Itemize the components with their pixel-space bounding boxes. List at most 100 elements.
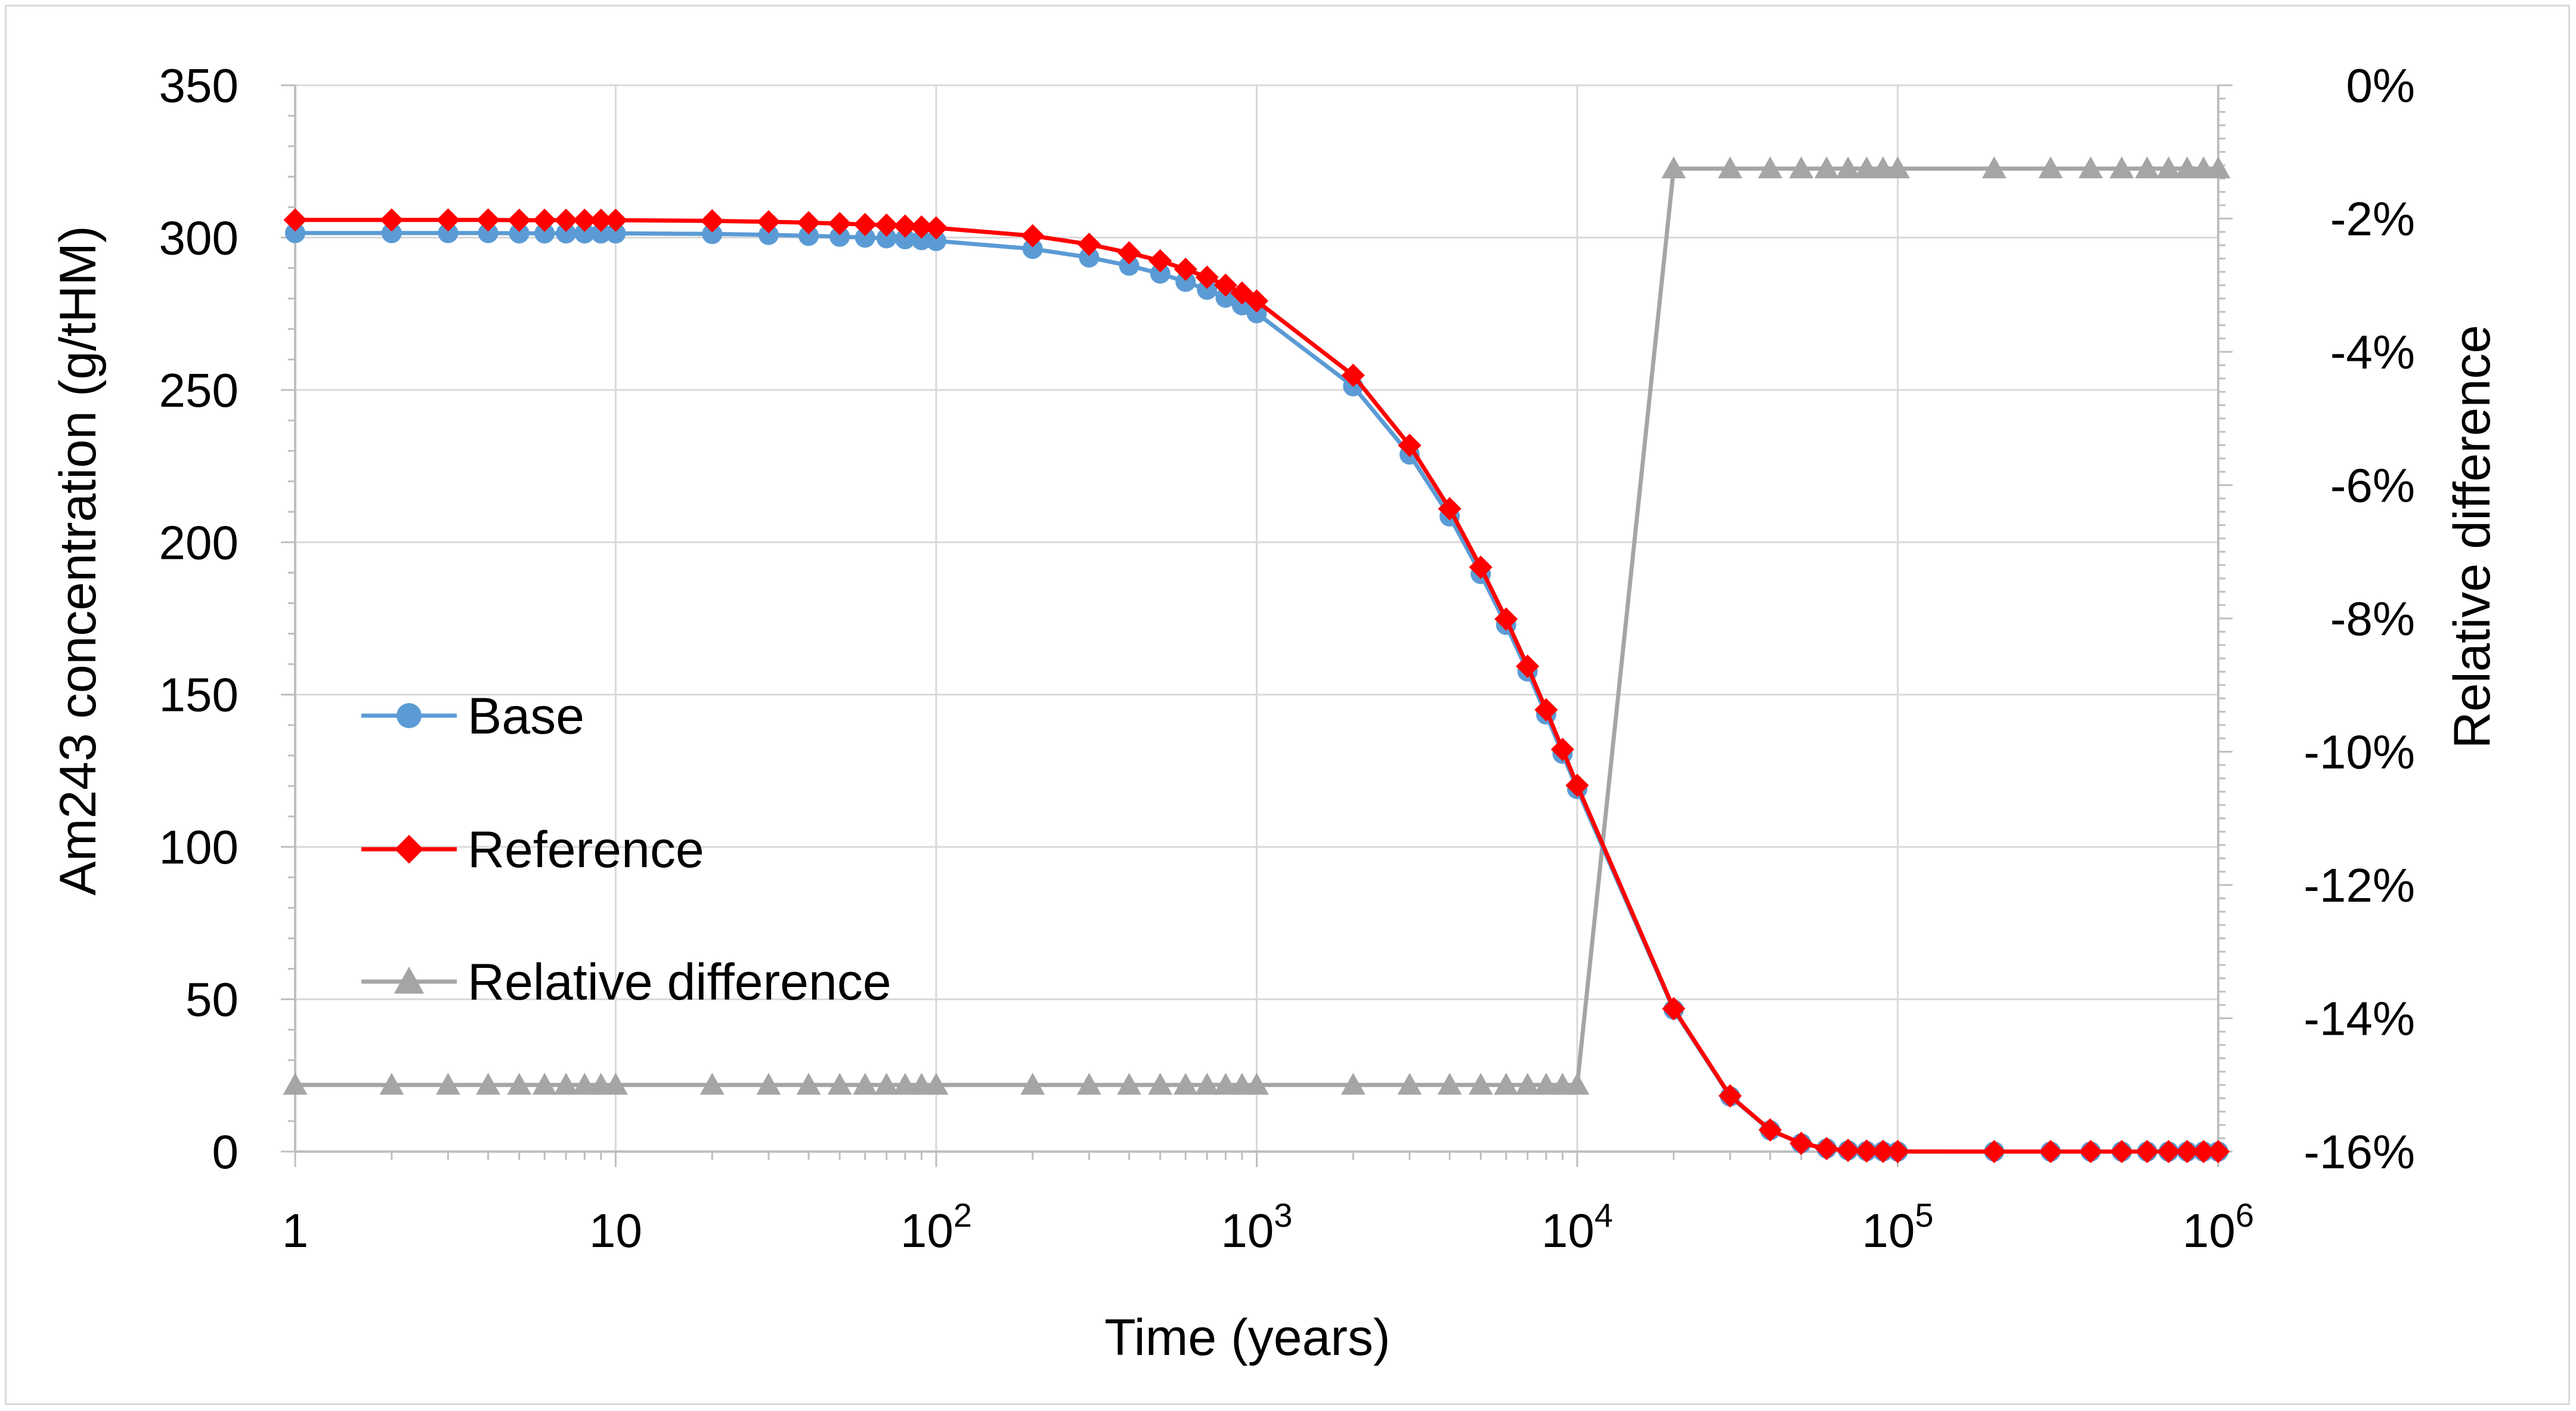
y-tick-label: 250 [159,364,239,417]
y2-tick-label: -14% [2303,992,2415,1045]
relative-difference-point [1148,1072,1173,1095]
reference-point [1871,1140,1895,1164]
reference-point [1195,265,1219,289]
relative-difference-point [1854,156,1879,179]
reference-point [875,213,899,237]
base-point [1022,239,1043,259]
base-point [876,228,897,249]
y2-tick-label: -8% [2330,592,2415,645]
reference-point [436,208,460,232]
legend-label: Base [467,688,584,745]
relative-difference-point [2109,156,2134,179]
relative-difference-point [1835,156,1860,179]
reference-point [1398,434,1422,457]
relative-difference-point [756,1072,781,1095]
x-tick-label: 106 [2182,1196,2254,1257]
base-point [894,228,915,249]
y2-tick-label: -2% [2330,193,2415,246]
reference-point [2175,1140,2199,1164]
base-point [926,231,946,252]
reference-point [1230,281,1254,305]
x-tick-label: 10 [589,1204,642,1257]
relative-difference-point [603,1072,628,1095]
reference-point [1021,224,1045,247]
relative-difference-point [1814,156,1839,179]
reference-point [589,208,613,232]
relative-difference-point [1534,1072,1559,1095]
relative-difference-point [379,1072,404,1095]
reference-point [1662,997,1686,1020]
reference-point [828,212,852,236]
series-relative-difference [283,156,2231,1095]
y-tick-label: 50 [185,973,239,1026]
relative-difference-point [2135,156,2160,179]
relative-difference-point [893,1072,918,1095]
y-tick-label: 0 [212,1125,239,1178]
reference-point [2110,1140,2134,1164]
reference-point [893,214,917,238]
relative-difference-point [532,1072,557,1095]
base-point [590,223,611,244]
reference-point [853,212,877,237]
relative-difference-point [1758,156,1783,179]
relative-difference-point [1213,1072,1238,1095]
base-point [854,227,875,248]
relative-difference-point [853,1072,878,1095]
relative-difference-point [2038,156,2063,179]
reference-point [532,208,556,232]
reference-point [476,208,500,232]
series-layer [283,156,2231,1164]
base-point [509,223,530,244]
reference-point [757,210,781,234]
base-point [381,222,402,243]
x-axis-title: Time (years) [1104,1309,1390,1366]
reference-point [2079,1140,2103,1164]
reference-point [1148,249,1172,273]
relative-difference-point [1437,1072,1462,1095]
relative-difference-point [1661,156,1686,179]
reference-point [1438,497,1462,521]
reference-point [1516,654,1540,678]
reference-point [283,208,307,232]
base-point [1215,287,1236,308]
legend-label: Reference [467,821,704,878]
reference-point [1885,1140,1910,1164]
relative-difference-point [1077,1072,1101,1095]
relative-difference-point [1885,156,1910,179]
y-tick-label: 300 [159,211,239,264]
reference-point [1758,1118,1782,1142]
y2-tick-label: -12% [2303,859,2415,912]
reference-point [380,208,404,232]
y2-tick-label: -6% [2330,459,2415,512]
y2-tick-label: 0% [2346,59,2415,112]
base-point [829,226,850,247]
legend-label: Relative difference [467,954,891,1011]
legend-marker [394,834,424,864]
labels-layer: Time (years) Am243 concentration (g/tHM)… [49,59,2501,1366]
reference-point [1213,273,1237,297]
reference-point [1815,1137,1838,1161]
reference-point [797,211,821,234]
base-point [534,223,555,244]
y-tick-label: 150 [159,669,239,722]
relative-difference-point [827,1072,852,1095]
y-tick-label: 350 [159,59,239,112]
relative-difference-point [924,1072,949,1095]
relative-difference-point [1244,1072,1269,1095]
base-point [574,223,595,244]
relative-difference-point [1173,1072,1198,1095]
reference-point [1174,258,1197,281]
relative-difference-point [1020,1072,1045,1095]
relative-difference-point [1981,156,2007,179]
axes-layer [281,84,2233,1167]
reference-point [1550,738,1574,762]
reference-point [1789,1131,1813,1155]
base-point [1150,263,1171,284]
relative-difference-point [796,1072,821,1095]
y2-tick-label: -4% [2330,326,2415,379]
relative-difference-point [1565,1072,1590,1095]
base-point [438,222,459,243]
reference-point [1718,1084,1742,1108]
relative-difference-point [2175,156,2200,179]
